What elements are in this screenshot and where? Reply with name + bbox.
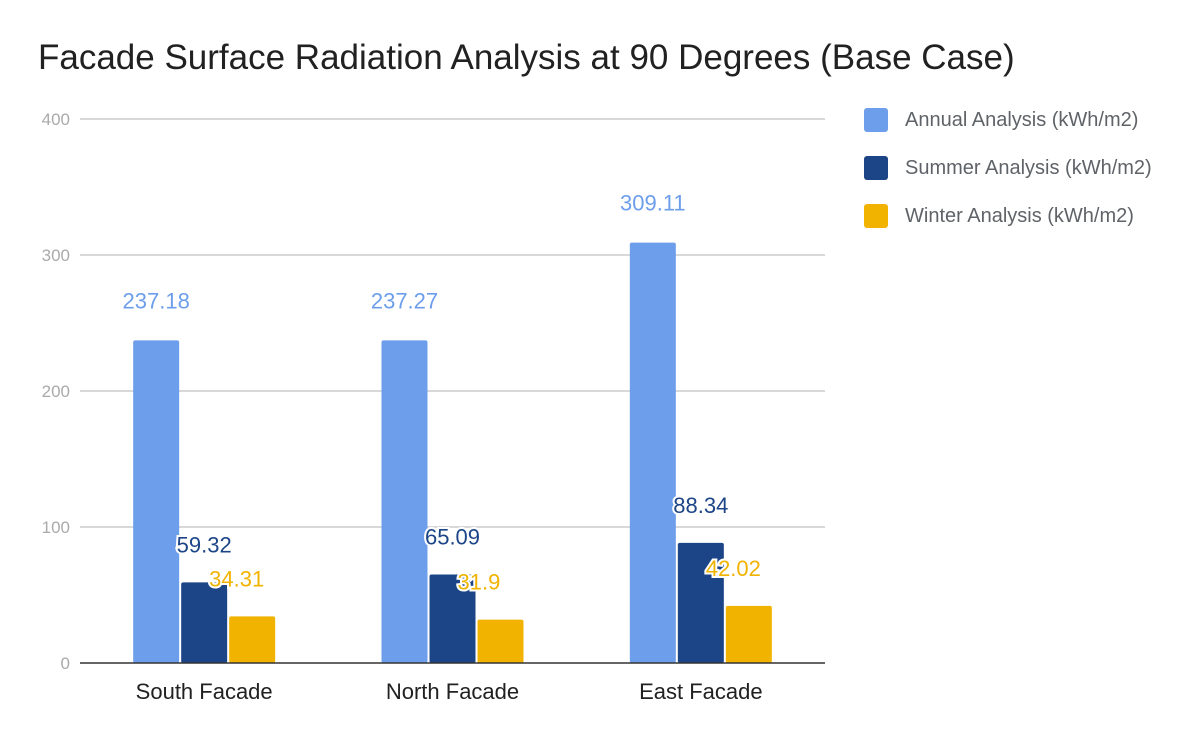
legend-item-summer[interactable]: Summer Analysis (kWh/m2) bbox=[864, 154, 1184, 182]
bar[interactable] bbox=[677, 542, 724, 663]
bar[interactable] bbox=[429, 574, 476, 663]
y-tick-label: 0 bbox=[61, 654, 70, 673]
y-tick-label: 300 bbox=[42, 246, 70, 265]
data-label: 34.31 bbox=[209, 566, 264, 591]
data-label: 59.32 bbox=[177, 532, 232, 557]
bar[interactable] bbox=[477, 619, 524, 663]
data-label: 65.09 bbox=[425, 524, 480, 549]
y-tick-label: 400 bbox=[42, 110, 70, 129]
data-label: 309.11 bbox=[620, 191, 686, 216]
chart-title: Facade Surface Radiation Analysis at 90 … bbox=[38, 38, 1015, 77]
legend-label-annual: Annual Analysis (kWh/m2) bbox=[905, 109, 1139, 131]
x-tick-label: North Facade bbox=[386, 679, 519, 704]
chart-legend: Annual Analysis (kWh/m2) Summer Analysis… bbox=[864, 106, 1184, 250]
bar[interactable] bbox=[229, 616, 276, 663]
bar[interactable] bbox=[133, 340, 180, 663]
legend-label-winter: Winter Analysis (kWh/m2) bbox=[905, 205, 1134, 227]
bar[interactable] bbox=[725, 605, 772, 663]
x-tick-label: South Facade bbox=[136, 679, 273, 704]
legend-swatch-annual bbox=[864, 108, 888, 132]
legend-item-annual[interactable]: Annual Analysis (kWh/m2) bbox=[864, 106, 1184, 134]
bar[interactable] bbox=[181, 582, 228, 663]
y-tick-label: 200 bbox=[42, 382, 70, 401]
data-label: 88.34 bbox=[673, 493, 728, 518]
data-label: 42.02 bbox=[706, 556, 761, 581]
legend-item-winter[interactable]: Winter Analysis (kWh/m2) bbox=[864, 202, 1184, 230]
legend-swatch-summer bbox=[864, 156, 888, 180]
legend-label-summer: Summer Analysis (kWh/m2) bbox=[905, 157, 1152, 179]
bar[interactable] bbox=[381, 340, 428, 663]
data-label: 31.9 bbox=[458, 570, 501, 595]
x-tick-label: East Facade bbox=[639, 679, 763, 704]
bar[interactable] bbox=[629, 242, 676, 663]
data-label: 237.18 bbox=[123, 288, 190, 313]
y-tick-label: 100 bbox=[42, 518, 70, 537]
data-label: 237.27 bbox=[371, 288, 438, 313]
legend-swatch-winter bbox=[864, 204, 888, 228]
